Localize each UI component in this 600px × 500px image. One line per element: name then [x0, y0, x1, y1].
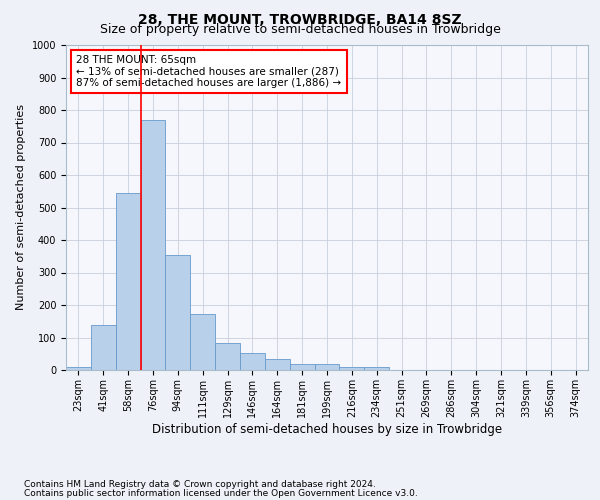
X-axis label: Distribution of semi-detached houses by size in Trowbridge: Distribution of semi-detached houses by …: [152, 422, 502, 436]
Bar: [140, 120, 166, 370]
Text: 28 THE MOUNT: 65sqm
← 13% of semi-detached houses are smaller (287)
87% of semi-: 28 THE MOUNT: 65sqm ← 13% of semi-detach…: [76, 54, 341, 88]
Bar: [240, 353, 265, 370]
Bar: [91, 324, 116, 370]
Bar: [116, 193, 140, 370]
Text: 28, THE MOUNT, TROWBRIDGE, BA14 8SZ: 28, THE MOUNT, TROWBRIDGE, BA14 8SZ: [138, 12, 462, 26]
Bar: [166, 254, 190, 370]
Text: Contains HM Land Registry data © Crown copyright and database right 2024.: Contains HM Land Registry data © Crown c…: [24, 480, 376, 489]
Bar: [66, 367, 91, 370]
Text: Contains public sector information licensed under the Open Government Licence v3: Contains public sector information licen…: [24, 488, 418, 498]
Bar: [190, 314, 215, 370]
Bar: [265, 358, 290, 370]
Bar: [314, 364, 340, 370]
Y-axis label: Number of semi-detached properties: Number of semi-detached properties: [16, 104, 26, 310]
Bar: [364, 367, 389, 370]
Text: Size of property relative to semi-detached houses in Trowbridge: Size of property relative to semi-detach…: [100, 22, 500, 36]
Bar: [290, 364, 314, 370]
Bar: [215, 344, 240, 370]
Bar: [340, 367, 364, 370]
